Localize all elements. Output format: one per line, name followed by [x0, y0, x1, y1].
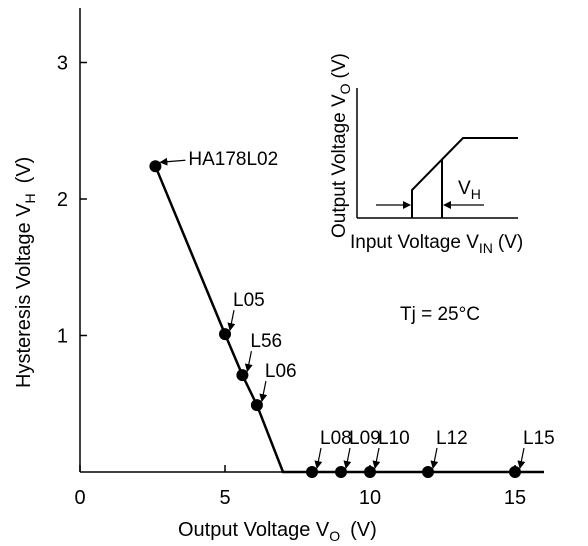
x-tick-label: 5: [219, 487, 230, 509]
data-point-arrow: [159, 157, 186, 166]
data-point-arrow: [259, 380, 268, 403]
inset-y-axis-title: Output Voltage VO(V): [329, 53, 353, 238]
x-tick-label: 10: [359, 487, 381, 509]
data-points: [149, 160, 521, 478]
data-point-label: L12: [436, 428, 468, 449]
data-point: [364, 466, 376, 478]
axis-tick-labels: 0 5 10 15 1 2 3: [57, 53, 526, 510]
data-point-arrow: [517, 447, 526, 469]
inset-hysteresis-curve: [411, 137, 518, 218]
data-point: [219, 328, 231, 341]
data-point-label: L06: [265, 361, 297, 382]
x-tick-label: 0: [74, 487, 85, 509]
data-point: [422, 466, 434, 478]
inset-hysteresis-label: VH: [458, 178, 481, 202]
data-point-arrow: [372, 447, 381, 469]
data-point-arrow: [227, 310, 236, 332]
data-point-label: L08: [320, 428, 352, 449]
data-point-arrow: [314, 447, 323, 469]
data-point-label: HA178L02: [188, 149, 278, 170]
temperature-annotation: Tj = 25°C: [400, 304, 480, 325]
data-point: [335, 466, 347, 478]
data-point-label: L15: [523, 428, 555, 449]
data-point-label: L56: [250, 331, 282, 352]
x-axis-title: Output Voltage VO (V): [178, 519, 377, 544]
data-point: [509, 466, 521, 478]
data-point-label: L09: [349, 428, 381, 449]
data-point-label: L10: [378, 428, 410, 449]
data-point: [236, 369, 249, 382]
inset-hysteresis-diagram: VH Input Voltage VIN (V) Output Voltage V…: [329, 53, 523, 256]
data-point: [149, 160, 162, 173]
data-point-label: L05: [233, 290, 265, 311]
data-point: [306, 466, 318, 478]
y-tick-label: 2: [57, 189, 68, 211]
y-tick-label: 1: [57, 326, 68, 348]
inset-x-axis-title: Input Voltage VIN (V): [350, 232, 523, 256]
data-point-arrow: [244, 350, 253, 373]
data-point: [250, 399, 263, 412]
x-tick-label: 15: [504, 487, 526, 509]
data-point-arrow: [343, 447, 352, 469]
data-point-arrow: [430, 447, 439, 469]
axis-ticks: [79, 61, 516, 472]
y-tick-label: 3: [57, 53, 68, 75]
y-axis-title: Hysteresis Voltage VH(V): [13, 157, 38, 388]
